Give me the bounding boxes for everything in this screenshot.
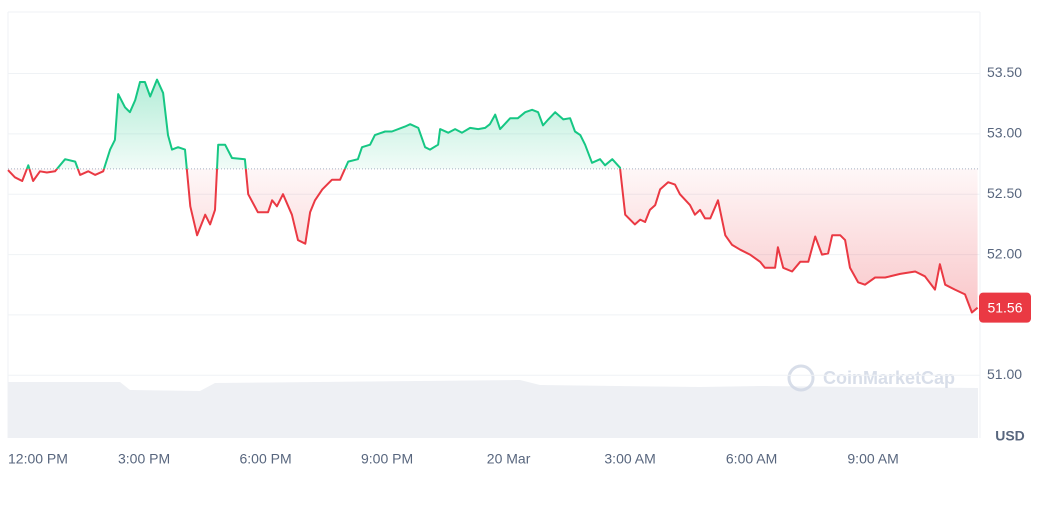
watermark-logo — [787, 364, 815, 392]
line-up — [25, 78, 622, 169]
area-down — [8, 168, 978, 313]
x-tick-label: 20 Mar — [487, 451, 531, 467]
y-tick-label: 51.00 — [987, 366, 1022, 382]
y-tick-label: 52.00 — [987, 245, 1022, 261]
y-tick-label: 53.00 — [987, 125, 1022, 141]
price-badge — [979, 292, 1031, 323]
y-tick-label: 52.50 — [987, 185, 1022, 201]
line-down — [7, 168, 979, 314]
y-tick-label: 53.50 — [987, 64, 1022, 80]
x-tick-label: 9:00 AM — [847, 451, 898, 467]
x-tick-label: 12:00 PM — [8, 451, 68, 467]
x-tick-label: 9:00 PM — [361, 451, 413, 467]
area-up — [26, 79, 621, 169]
currency-label: USD — [995, 428, 1025, 444]
price-badge-label: 51.56 — [987, 299, 1022, 315]
x-tick-label: 3:00 AM — [604, 451, 655, 467]
volume-band — [8, 380, 978, 438]
watermark-text: CoinMarketCap — [823, 368, 955, 388]
x-tick-label: 6:00 PM — [240, 451, 292, 467]
watermark: CoinMarketCap — [787, 364, 955, 392]
x-tick-label: 3:00 PM — [118, 451, 170, 467]
x-tick-label: 6:00 AM — [726, 451, 777, 467]
